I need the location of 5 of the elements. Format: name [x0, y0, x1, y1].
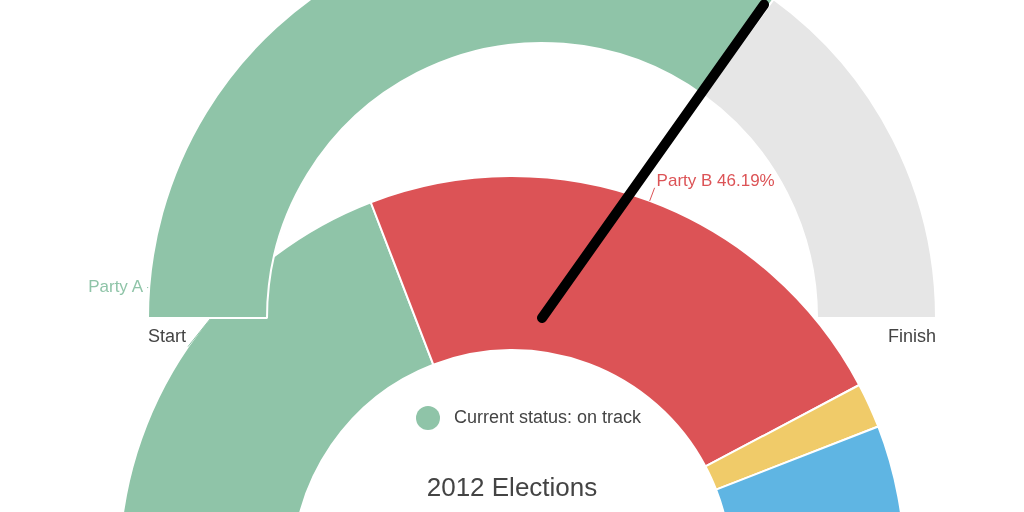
- text: 2012 Elections: [426, 472, 598, 503]
- legend-label: Current status: on track: [454, 406, 643, 427]
- slice-label: Party B 46.19%: [656, 171, 775, 191]
- text: Finish: [887, 325, 936, 346]
- slice-label: Party A: [88, 277, 144, 297]
